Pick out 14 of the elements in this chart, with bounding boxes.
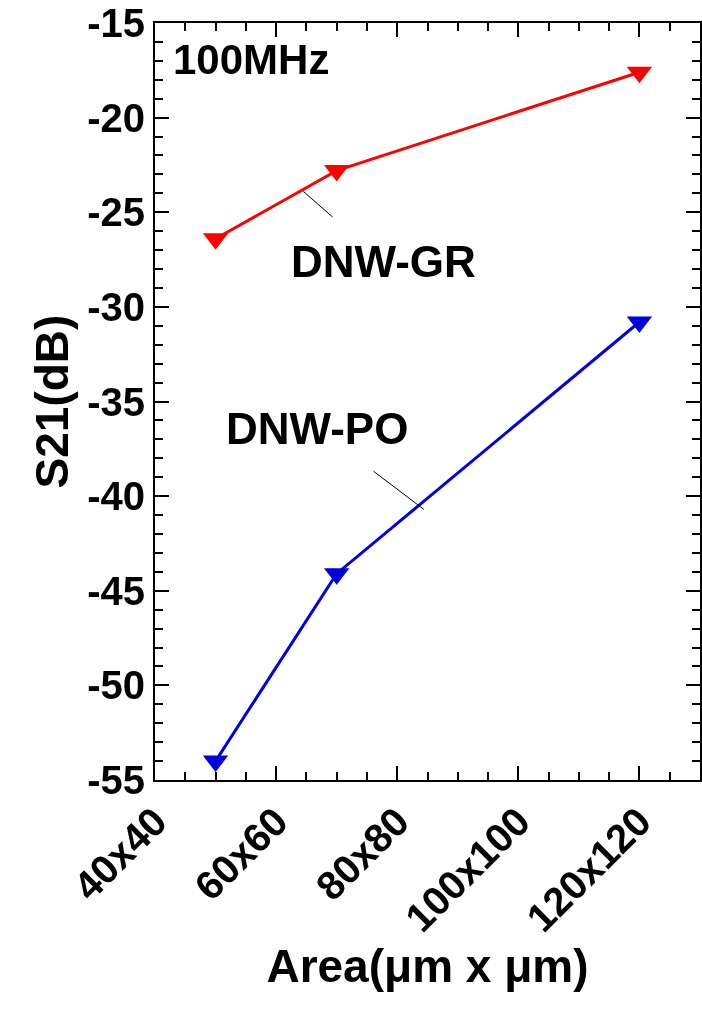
y-axis-title: S21(dB) bbox=[26, 314, 79, 489]
y-tick-label: -25 bbox=[87, 190, 145, 235]
x-axis-title: Area(μm x μm) bbox=[266, 939, 589, 992]
annotation: 100MHz bbox=[173, 36, 330, 83]
y-tick-label: -45 bbox=[87, 568, 145, 613]
y-tick-label: -55 bbox=[87, 758, 145, 802]
y-tick-label: -35 bbox=[87, 379, 145, 424]
series-label: DNW-PO bbox=[226, 404, 409, 453]
y-tick-label: -50 bbox=[87, 663, 145, 708]
y-tick-label: -20 bbox=[87, 95, 145, 140]
y-tick-label: -40 bbox=[87, 474, 145, 519]
series-label: DNW-GR bbox=[291, 237, 476, 286]
y-tick-label: -15 bbox=[87, 1, 145, 45]
y-tick-label: -30 bbox=[87, 284, 145, 329]
